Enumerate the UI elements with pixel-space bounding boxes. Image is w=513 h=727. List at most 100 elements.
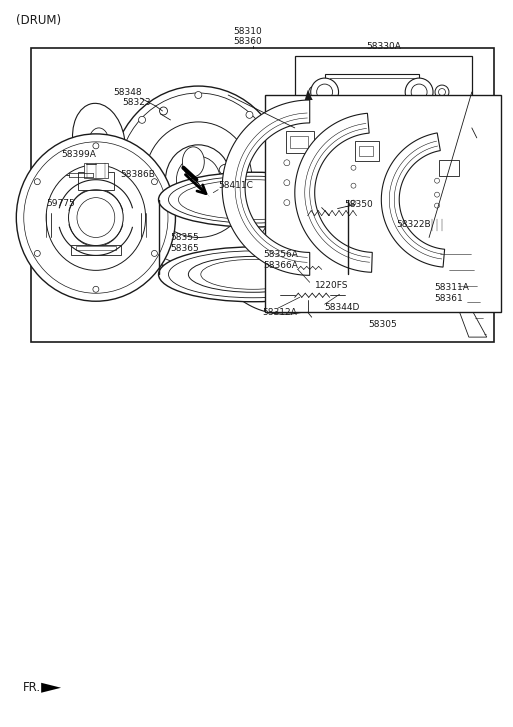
- Circle shape: [317, 84, 332, 100]
- Polygon shape: [381, 133, 445, 267]
- Ellipse shape: [46, 165, 146, 270]
- Polygon shape: [305, 90, 313, 100]
- Circle shape: [284, 200, 290, 206]
- Text: 58348: 58348: [113, 87, 142, 97]
- Text: 58344D: 58344D: [325, 302, 360, 312]
- Circle shape: [311, 78, 339, 106]
- Circle shape: [351, 165, 356, 170]
- Text: FR.: FR.: [23, 681, 42, 694]
- Ellipse shape: [183, 147, 204, 177]
- Bar: [329, 78, 414, 106]
- Circle shape: [151, 250, 157, 257]
- Circle shape: [246, 111, 253, 119]
- Circle shape: [276, 233, 284, 241]
- Ellipse shape: [188, 257, 318, 292]
- Circle shape: [139, 116, 146, 124]
- Text: 58386B: 58386B: [121, 170, 155, 180]
- Bar: [304, 284, 361, 287]
- Polygon shape: [41, 683, 61, 693]
- Circle shape: [227, 277, 233, 283]
- Ellipse shape: [145, 122, 252, 238]
- Text: 59775: 59775: [46, 199, 75, 208]
- Text: 58330A: 58330A: [366, 41, 401, 51]
- Text: 58361: 58361: [434, 294, 463, 302]
- Bar: [268, 212, 290, 228]
- Ellipse shape: [201, 260, 305, 289]
- Circle shape: [435, 178, 440, 183]
- Text: 58355: 58355: [170, 233, 199, 242]
- Circle shape: [139, 236, 146, 243]
- Ellipse shape: [166, 145, 231, 214]
- Circle shape: [195, 92, 202, 99]
- Text: 58322B: 58322B: [396, 220, 431, 229]
- Text: 1220FS: 1220FS: [314, 281, 348, 290]
- Circle shape: [231, 265, 237, 270]
- Text: 58356A: 58356A: [263, 250, 298, 259]
- Circle shape: [274, 184, 281, 190]
- Ellipse shape: [239, 180, 253, 190]
- Bar: [325, 74, 419, 110]
- Circle shape: [351, 183, 356, 188]
- Bar: [358, 212, 378, 228]
- Ellipse shape: [111, 86, 286, 273]
- Circle shape: [115, 176, 122, 183]
- Ellipse shape: [176, 156, 220, 203]
- Circle shape: [104, 158, 114, 169]
- Circle shape: [272, 154, 279, 161]
- Bar: [290, 136, 308, 148]
- Circle shape: [291, 263, 299, 271]
- Circle shape: [435, 203, 440, 208]
- Ellipse shape: [168, 251, 338, 298]
- Bar: [439, 160, 459, 176]
- Bar: [71, 246, 121, 255]
- Bar: [295, 56, 472, 128]
- Circle shape: [269, 278, 275, 284]
- Circle shape: [312, 89, 318, 95]
- Bar: [76, 246, 116, 250]
- Polygon shape: [431, 236, 487, 337]
- Circle shape: [195, 261, 202, 268]
- Circle shape: [439, 89, 445, 95]
- Ellipse shape: [219, 164, 237, 176]
- Bar: [300, 282, 364, 292]
- Text: 58411C: 58411C: [218, 181, 253, 190]
- Polygon shape: [184, 168, 210, 198]
- Circle shape: [435, 85, 449, 99]
- Ellipse shape: [72, 103, 125, 180]
- Polygon shape: [295, 113, 372, 273]
- Circle shape: [93, 142, 99, 149]
- Circle shape: [365, 233, 373, 241]
- Bar: [360, 146, 373, 156]
- Bar: [431, 219, 449, 230]
- Ellipse shape: [187, 192, 205, 217]
- Ellipse shape: [159, 172, 347, 227]
- Circle shape: [251, 236, 258, 243]
- Bar: [329, 201, 338, 216]
- Circle shape: [309, 86, 321, 98]
- Bar: [265, 95, 501, 312]
- Polygon shape: [310, 249, 450, 311]
- Ellipse shape: [24, 142, 168, 293]
- Text: 58366A: 58366A: [263, 261, 298, 270]
- Circle shape: [435, 192, 440, 197]
- Circle shape: [273, 265, 279, 272]
- Bar: [263, 214, 273, 225]
- Circle shape: [284, 160, 290, 166]
- Text: (DRUM): (DRUM): [16, 14, 62, 27]
- Bar: [356, 141, 379, 161]
- Circle shape: [305, 297, 311, 303]
- Ellipse shape: [118, 93, 279, 266]
- Circle shape: [34, 179, 41, 185]
- Circle shape: [160, 107, 167, 115]
- Ellipse shape: [159, 247, 347, 302]
- Text: 58399A: 58399A: [61, 150, 96, 159]
- Circle shape: [405, 78, 433, 106]
- Polygon shape: [222, 100, 310, 276]
- Text: 58305: 58305: [368, 320, 397, 329]
- Ellipse shape: [89, 128, 109, 156]
- Text: 58323: 58323: [123, 98, 151, 108]
- Ellipse shape: [179, 180, 328, 220]
- Text: 58360: 58360: [233, 37, 263, 46]
- Ellipse shape: [168, 176, 338, 223]
- Ellipse shape: [16, 134, 175, 301]
